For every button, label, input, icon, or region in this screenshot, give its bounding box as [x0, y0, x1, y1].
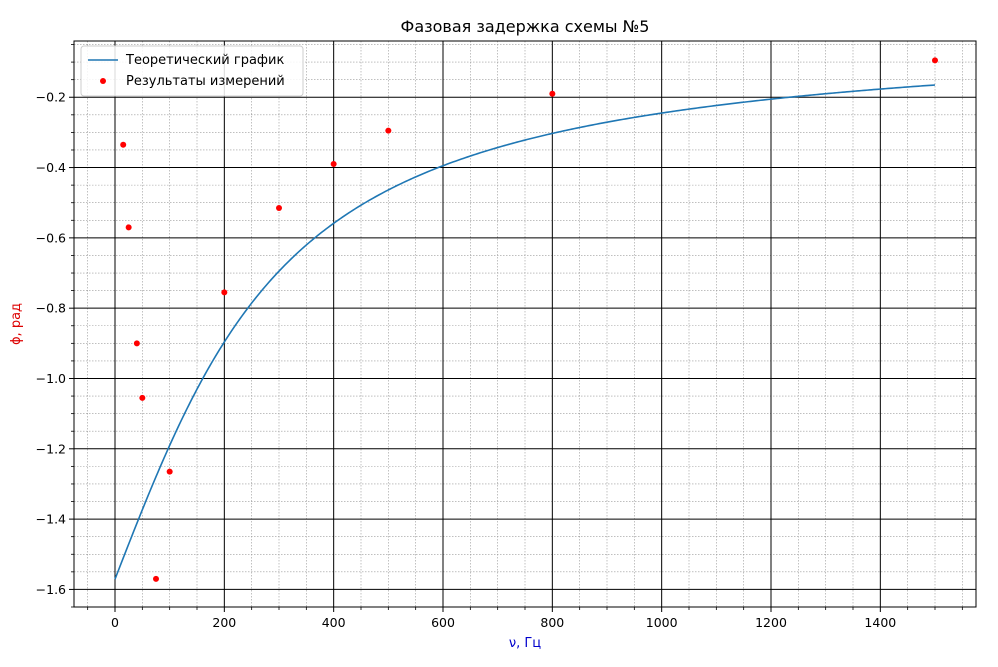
measurement-point — [276, 204, 282, 211]
x-tick-label: 1000 — [646, 615, 678, 630]
measurement-point — [139, 394, 146, 401]
y-tick-label: −0.6 — [36, 230, 66, 245]
y-tick-label: −1.2 — [36, 441, 66, 456]
measurement-point — [166, 468, 173, 475]
x-tick-label: 0 — [111, 615, 119, 630]
measurement-point — [221, 289, 228, 296]
x-axis-label: ν, Гц — [509, 636, 541, 651]
chart-title: Фазовая задержка схемы №5 — [401, 17, 650, 36]
measurement-point — [330, 161, 337, 168]
y-tick-label: −1.4 — [36, 512, 66, 527]
measurement-point — [125, 224, 132, 231]
x-tick-label: 600 — [431, 615, 455, 630]
x-tick-label: 400 — [322, 615, 346, 630]
legend-label-measurements: Результаты измерений — [126, 74, 285, 89]
measurement-point — [133, 340, 140, 347]
y-tick-label: −1.6 — [36, 582, 66, 597]
y-tick-label: −0.2 — [36, 90, 66, 105]
y-tick-label: −1.0 — [36, 371, 66, 386]
x-tick-label: 1200 — [755, 615, 787, 630]
x-tick-label: 200 — [212, 615, 236, 630]
measurement-point — [120, 141, 127, 148]
x-tick-label: 1400 — [864, 615, 896, 630]
y-axis-label: ϕ, рад — [9, 303, 24, 345]
series-layer — [114, 57, 938, 582]
theory-curve — [114, 84, 936, 580]
measurement-point — [385, 127, 392, 134]
legend-box — [80, 45, 304, 97]
y-axis: −1.6 −1.4 −1.2 −1.0 −0.8 −0.6 −0.4 −0.2 — [36, 44, 74, 608]
legend: Теоретический график Результаты измерени… — [80, 45, 304, 97]
measurement-point — [932, 57, 938, 64]
x-axis: 0 200 400 600 800 1000 1200 1400 — [87, 607, 963, 630]
y-tick-label: −0.4 — [36, 160, 66, 175]
legend-label-theory: Теоретический график — [125, 53, 284, 68]
major-grid — [74, 41, 976, 607]
legend-marker-swatch — [100, 78, 106, 84]
y-tick-label: −0.8 — [36, 301, 66, 316]
x-tick-label: 800 — [540, 615, 564, 630]
measurement-point — [549, 90, 556, 97]
measurement-point — [153, 575, 159, 582]
